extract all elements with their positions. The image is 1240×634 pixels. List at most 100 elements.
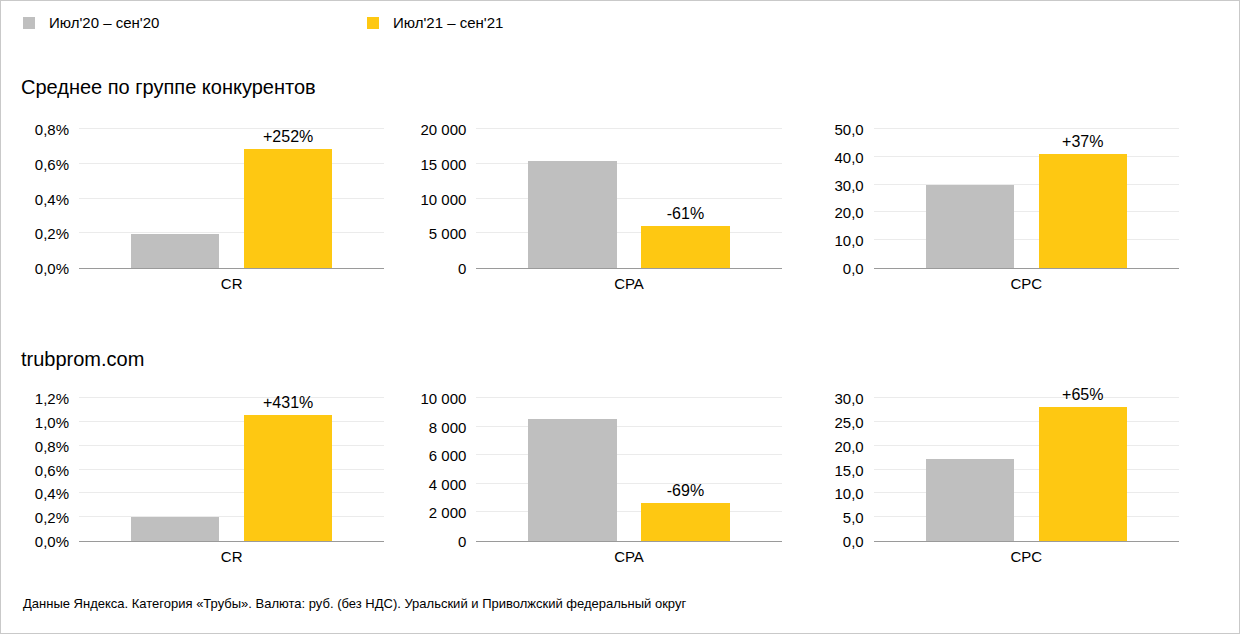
y-tick-label: 30,0 [834, 177, 863, 192]
legend-label-current-period: Июл'21 – сен'21 [393, 15, 503, 30]
y-tick-label: 4 000 [429, 476, 467, 491]
gridline [79, 421, 384, 422]
bar-previous-period [131, 234, 220, 268]
plot-area: +37% [874, 129, 1179, 269]
y-tick-label: 50,0 [834, 122, 863, 137]
y-axis: 0,05,010,015,020,025,030,0 [816, 398, 874, 541]
plot-area: +431% [79, 398, 384, 542]
x-axis-label: CPC [874, 549, 1179, 564]
y-tick-label: 0,0% [35, 534, 69, 549]
section-title-competitors-average: Среднее по группе конкурентов [21, 75, 316, 99]
chart-cr: 0,0%0,2%0,4%0,6%0,8%1,0%1,2%+431%CR [21, 398, 384, 564]
delta-label: +65% [1062, 387, 1103, 403]
y-tick-label: 6 000 [429, 448, 467, 463]
y-tick-label: 0,4% [35, 191, 69, 206]
y-tick-label: 10,0 [834, 486, 863, 501]
delta-label: +431% [263, 395, 313, 411]
y-tick-label: 0,2% [35, 226, 69, 241]
y-tick-label: 20 000 [420, 122, 466, 137]
x-axis-label: CPA [476, 276, 781, 291]
delta-label: +252% [263, 129, 313, 145]
gridline [79, 445, 384, 446]
chart-grid: 0,0%0,2%0,4%0,6%0,8%1,0%1,2%+431% [21, 398, 384, 542]
y-tick-label: 0,8% [35, 438, 69, 453]
chart-row-competitors-average: 0,0%0,2%0,4%0,6%0,8%+252%CR05 00010 0001… [21, 129, 1179, 291]
legend-swatch-yellow-icon [367, 17, 379, 29]
delta-label: +37% [1062, 134, 1103, 150]
plot-area: -69% [476, 398, 781, 542]
legend-item-previous-period: Июл'20 – сен'20 [23, 15, 367, 30]
chart-grid: 0,05,010,015,020,025,030,0+65% [816, 398, 1179, 542]
x-axis-label: CPC [874, 276, 1179, 291]
legend-item-current-period: Июл'21 – сен'21 [367, 15, 503, 30]
y-tick-label: 5 000 [429, 226, 467, 241]
y-tick-label: 0,6% [35, 156, 69, 171]
gridline [476, 232, 781, 233]
x-axis-label: CR [79, 276, 384, 291]
chart-cpa: 02 0004 0006 0008 00010 000-69%CPA [418, 398, 781, 564]
y-tick-label: 10 000 [420, 191, 466, 206]
y-tick-label: 10,0 [834, 233, 863, 248]
bar-current-period [641, 503, 730, 541]
gridline [874, 445, 1179, 446]
bar-previous-period [528, 419, 617, 541]
chart-grid: 05 00010 00015 00020 000-61% [418, 129, 781, 269]
gridline [79, 469, 384, 470]
bar-previous-period [528, 161, 617, 268]
gridline [874, 469, 1179, 470]
gridline [476, 163, 781, 164]
y-axis: 0,0%0,2%0,4%0,6%0,8% [21, 129, 79, 268]
y-tick-label: 0,2% [35, 510, 69, 525]
y-tick-label: 20,0 [834, 438, 863, 453]
gridline [874, 184, 1179, 185]
y-tick-label: 0,0% [35, 261, 69, 276]
legend-swatch-gray-icon [23, 17, 35, 29]
y-tick-label: 0 [458, 534, 466, 549]
y-tick-label: 40,0 [834, 149, 863, 164]
gridline [874, 421, 1179, 422]
gridline [476, 511, 781, 512]
gridline [874, 128, 1179, 129]
plot-area: +252% [79, 129, 384, 269]
y-tick-label: 5,0 [843, 510, 864, 525]
chart-grid: 02 0004 0006 0008 00010 000-69% [418, 398, 781, 542]
y-axis: 0,010,020,030,040,050,0 [816, 129, 874, 268]
gridline [79, 516, 384, 517]
gridline [476, 483, 781, 484]
bar-current-period [244, 149, 333, 268]
legend: Июл'20 – сен'20 Июл'21 – сен'21 [23, 15, 503, 30]
gridline [874, 211, 1179, 212]
y-tick-label: 30,0 [834, 391, 863, 406]
chart-cpc: 0,05,010,015,020,025,030,0+65%CPC [816, 398, 1179, 564]
gridline [476, 426, 781, 427]
chart-row-trubprom: 0,0%0,2%0,4%0,6%0,8%1,0%1,2%+431%CR02 00… [21, 398, 1179, 564]
gridline [79, 232, 384, 233]
report-canvas: Июл'20 – сен'20 Июл'21 – сен'21 Среднее … [0, 0, 1240, 634]
bar-previous-period [131, 517, 220, 541]
y-axis: 02 0004 0006 0008 00010 000 [418, 398, 476, 541]
chart-grid: 0,010,020,030,040,050,0+37% [816, 129, 1179, 269]
plot-area: +65% [874, 398, 1179, 542]
legend-label-previous-period: Июл'20 – сен'20 [49, 15, 159, 30]
footnote: Данные Яндекса. Категория «Трубы». Валют… [23, 596, 686, 612]
y-tick-label: 25,0 [834, 414, 863, 429]
gridline [79, 163, 384, 164]
bar-current-period [641, 226, 730, 268]
y-tick-label: 1,2% [35, 391, 69, 406]
y-tick-label: 10 000 [420, 391, 466, 406]
y-tick-label: 15 000 [420, 156, 466, 171]
gridline [476, 397, 781, 398]
y-tick-label: 2 000 [429, 505, 467, 520]
section-title-trubprom: trubprom.com [21, 347, 144, 371]
gridline [874, 516, 1179, 517]
bar-current-period [1039, 407, 1128, 541]
y-tick-label: 0,4% [35, 486, 69, 501]
bar-previous-period [926, 185, 1015, 268]
gridline [79, 397, 384, 398]
bar-current-period [244, 415, 333, 541]
y-tick-label: 8 000 [429, 419, 467, 434]
x-axis-label: CPA [476, 549, 781, 564]
y-tick-label: 0 [458, 261, 466, 276]
x-axis-label: CR [79, 549, 384, 564]
chart-cpa: 05 00010 00015 00020 000-61%CPA [418, 129, 781, 291]
